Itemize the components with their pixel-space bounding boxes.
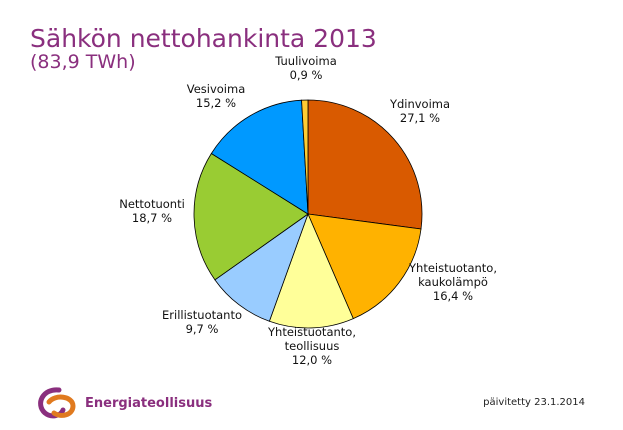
slice-label-vesivoima: Vesivoima 15,2 %	[187, 82, 246, 110]
slice-label-ydinvoima: Ydinvoima 27,1 %	[389, 97, 450, 125]
slice-label-tuulivoima: Tuulivoima 0,9 %	[274, 54, 337, 82]
energiateollisuus-logo-icon	[38, 387, 76, 419]
slice-label-erillistuotanto: Erillistuotanto 9,7 %	[162, 308, 242, 336]
pie-slice-yhteistuotanto-kaukolämpö	[307, 213, 422, 320]
slice-label-nettotuonti: Nettotuonti 18,7 %	[119, 197, 185, 225]
slice-label-yhteistuotanto-teollisuus: Yhteistuotanto, teollisuus 12,0 %	[267, 325, 356, 367]
updated-date: päivitetty 23.1.2014	[483, 397, 585, 408]
pie-slice-nettotuonti	[193, 152, 309, 281]
chart-subtitle: (83,9 TWh)	[30, 51, 136, 73]
chart-title: Sähkön nettohankinta 2013	[30, 24, 377, 53]
pie-slice-yhteistuotanto-teollisuus	[268, 212, 354, 329]
pie-slice-vesivoima	[210, 99, 309, 215]
pie-slice-tuulivoima	[301, 99, 309, 215]
brand-name: Energiateollisuus	[85, 396, 213, 411]
slice-label-yhteistuotanto-kaukolämpö: Yhteistuotanto, kaukolämpö 16,4 %	[408, 261, 497, 303]
pie-slice-ydinvoima	[307, 99, 423, 230]
